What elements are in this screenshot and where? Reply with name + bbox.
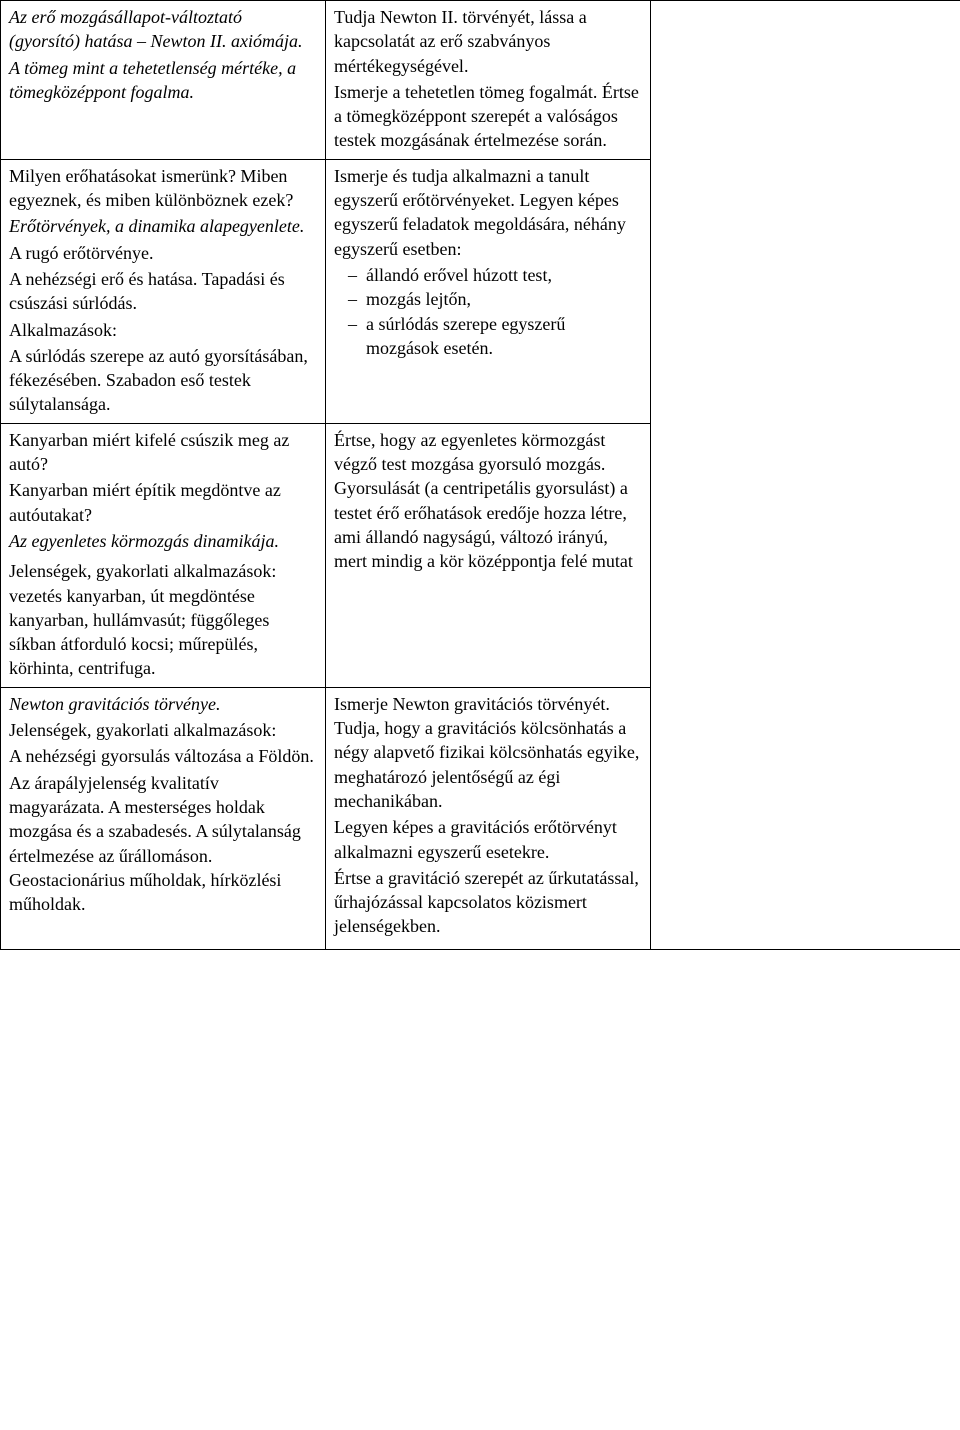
outcome-text: Legyen képes a gravitációs erőtörvényt a… — [334, 815, 642, 864]
topic-text: A nehézségi erő és hatása. Tapadási és c… — [9, 267, 317, 316]
topic-text: Jelenségek, gyakorlati alkalmazások: — [9, 718, 317, 742]
topic-text: Kanyarban miért építik megdöntve az autó… — [9, 478, 317, 527]
topic-text: A súrlódás szerepe az autó gyorsításában… — [9, 344, 317, 417]
cell-topic: Newton gravitációs törvénye. Jelenségek,… — [1, 687, 326, 949]
topic-text: A rugó erőtörvénye. — [9, 241, 317, 265]
outcome-text: Értse a gravitáció szerepét az űrkutatás… — [334, 866, 642, 939]
outcome-text: Tudja Newton II. törvényét, lássa a kapc… — [334, 5, 642, 78]
topic-text: Erőtörvények, a dinamika alapegyenlete. — [9, 214, 317, 238]
table-row: Az erő mozgásállapot-változtató (gyorsít… — [1, 1, 960, 160]
outcome-text: Ismerje Newton gravitációs törvényét. Tu… — [334, 692, 642, 813]
topic-text: Jelenségek, gyakorlati alkalmazások: vez… — [9, 559, 317, 680]
cell-outcome: Értse, hogy az egyenletes körmozgást vég… — [326, 423, 651, 687]
topic-text: Az árapályjelenség kvalitatív magyarázat… — [9, 771, 317, 917]
cell-empty — [651, 1, 960, 950]
topic-text: Kanyarban miért kifelé csúszik meg az au… — [9, 428, 317, 477]
outcome-text: Ismerje a tehetetlen tömeg fogalmát. Ért… — [334, 80, 642, 153]
cell-outcome: Ismerje Newton gravitációs törvényét. Tu… — [326, 687, 651, 949]
topic-text: Az erő mozgásállapot-változtató (gyorsít… — [9, 5, 317, 54]
topic-text: Newton gravitációs törvénye. — [9, 692, 317, 716]
curriculum-table: Az erő mozgásállapot-változtató (gyorsít… — [0, 0, 960, 950]
outcome-text: Értse, hogy az egyenletes körmozgást vég… — [334, 428, 642, 574]
cell-topic: Kanyarban miért kifelé csúszik meg az au… — [1, 423, 326, 687]
topic-text: Milyen erőhatásokat ismerünk? Miben egye… — [9, 164, 317, 213]
topic-text: Az egyenletes körmozgás dinamikája. — [9, 529, 317, 553]
list-item: a súrlódás szerepe egyszerű mozgások ese… — [348, 312, 642, 361]
outcome-text: Ismerje és tudja alkalmazni a tanult egy… — [334, 164, 642, 261]
cell-topic: Az erő mozgásállapot-változtató (gyorsít… — [1, 1, 326, 160]
topic-text: A nehézségi gyorsulás változása a Földön… — [9, 744, 317, 768]
cell-topic: Milyen erőhatásokat ismerünk? Miben egye… — [1, 159, 326, 423]
topic-text: A tömeg mint a tehetetlenség mértéke, a … — [9, 56, 317, 105]
cell-outcome: Ismerje és tudja alkalmazni a tanult egy… — [326, 159, 651, 423]
cell-outcome: Tudja Newton II. törvényét, lássa a kapc… — [326, 1, 651, 160]
list-item: állandó erővel húzott test, — [348, 263, 642, 287]
bullet-list: állandó erővel húzott test, mozgás lejtő… — [348, 263, 642, 360]
topic-text: Alkalmazások: — [9, 318, 317, 342]
list-item: mozgás lejtőn, — [348, 287, 642, 311]
